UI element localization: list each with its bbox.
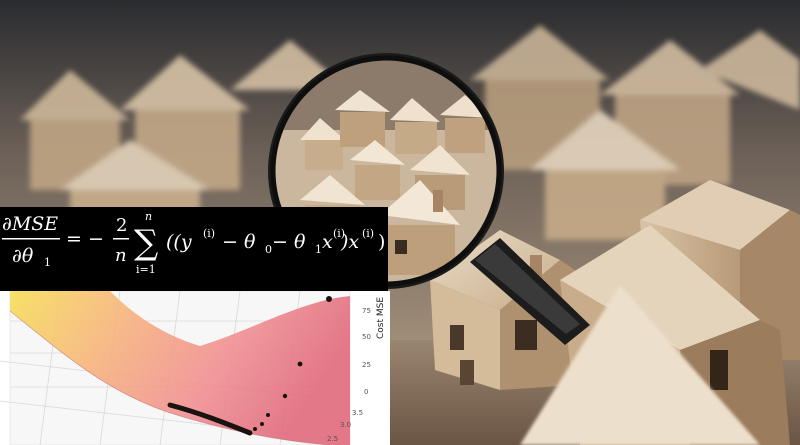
foreground-roof bbox=[520, 285, 760, 445]
sum-sign: ∑ bbox=[134, 223, 158, 263]
z-tick: 50 bbox=[362, 333, 371, 341]
z-tick: 0 bbox=[364, 388, 368, 396]
z-axis-title: Cost MSE bbox=[376, 297, 386, 339]
formula-mid: − θ bbox=[222, 231, 256, 253]
formula-body: ((y bbox=[166, 231, 192, 253]
sum-upper: n bbox=[145, 210, 152, 223]
cost-surface bbox=[10, 291, 350, 445]
formula-x: x bbox=[322, 231, 333, 253]
coef-numerator: 2 bbox=[116, 215, 127, 236]
y-tick: 3.0 bbox=[340, 421, 351, 429]
lhs-denominator: ∂θ bbox=[12, 245, 34, 267]
sum-lower: i=1 bbox=[136, 263, 156, 276]
sub-0: 0 bbox=[265, 243, 272, 256]
formula-close: )x bbox=[340, 231, 359, 253]
background-houses bbox=[20, 25, 800, 240]
coef-denominator: n bbox=[115, 245, 127, 266]
sup-i-3: (i) bbox=[362, 227, 374, 240]
gradient-formula: ∂MSE ∂θ 1 = − 2 n n ∑ i=1 ((y (i) − θ 0 … bbox=[0, 207, 388, 291]
formula-end: ) bbox=[378, 231, 385, 253]
z-tick: 25 bbox=[362, 361, 371, 369]
sup-i-2: (i) bbox=[333, 227, 345, 240]
lhs-numerator: ∂MSE bbox=[2, 213, 58, 235]
cost-surface-plot: Cost MSE 75 50 25 0 3.5 3.0 2.5 bbox=[0, 291, 390, 445]
lhs-denominator-sub: 1 bbox=[44, 256, 51, 269]
sup-i-1: (i) bbox=[203, 227, 215, 240]
y-tick: 3.5 bbox=[352, 409, 363, 417]
formula-mid2: − θ bbox=[272, 231, 306, 253]
gradient-descent-path bbox=[167, 296, 332, 436]
equals-sign: = − bbox=[66, 228, 104, 250]
sub-1: 1 bbox=[315, 243, 322, 256]
y-tick: 2.5 bbox=[327, 435, 338, 443]
z-tick: 75 bbox=[362, 307, 371, 315]
